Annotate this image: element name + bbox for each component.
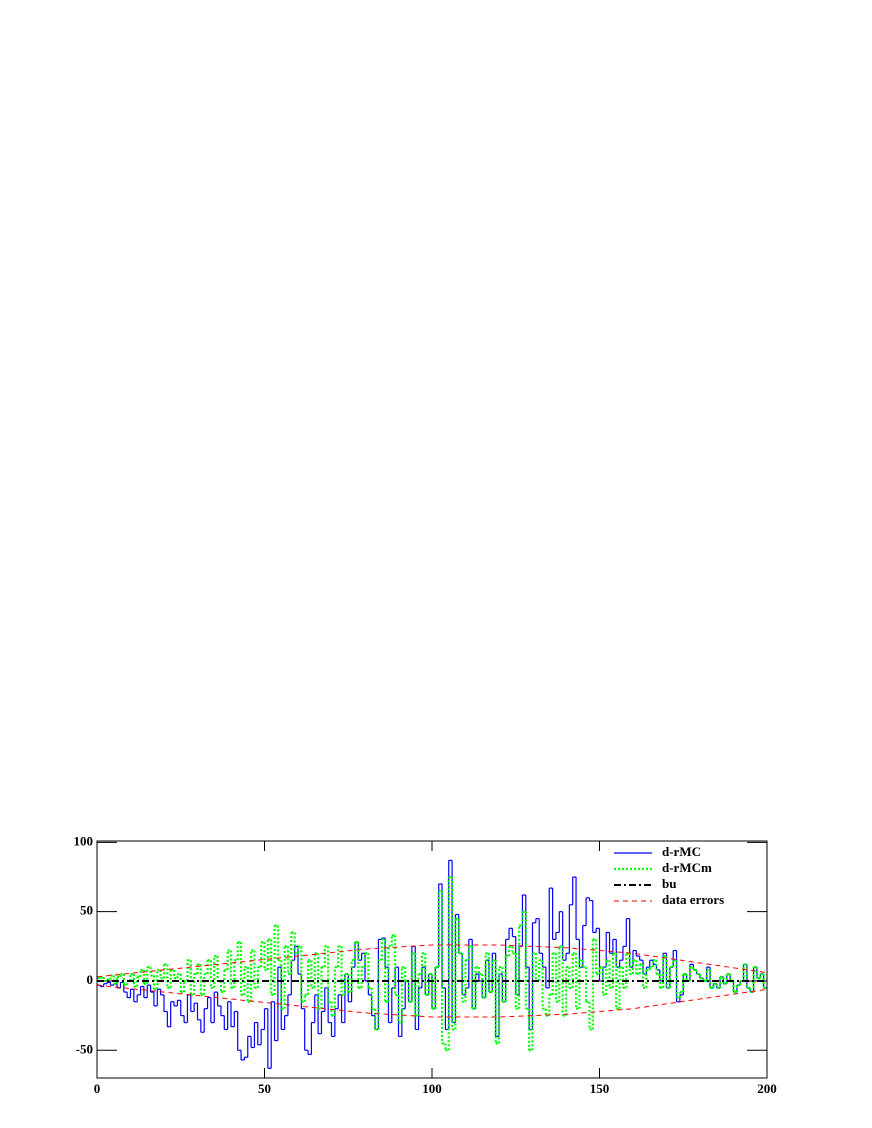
- legend-label: bu: [662, 876, 676, 891]
- plot-frame: [96, 840, 768, 1079]
- x-tick-label: 100: [422, 1081, 442, 1096]
- x-tick-label: 0: [94, 1081, 101, 1096]
- x-tick-label: 200: [757, 1081, 777, 1096]
- y-tick-label: 0: [87, 972, 94, 987]
- series-line: [96, 984, 768, 1018]
- series-line: [96, 944, 768, 978]
- y-tick-label: 50: [80, 903, 93, 918]
- legend-label: data errors: [662, 892, 724, 907]
- legend-label: d-rMC: [662, 844, 701, 859]
- legend-label: d-rMCm: [662, 860, 712, 875]
- x-tick-label: 50: [258, 1081, 271, 1096]
- y-tick-label: -50: [76, 1041, 93, 1056]
- step-riser: [99, 877, 765, 1051]
- y-tick-label: 100: [74, 833, 94, 848]
- x-tick-label: 150: [590, 1081, 610, 1096]
